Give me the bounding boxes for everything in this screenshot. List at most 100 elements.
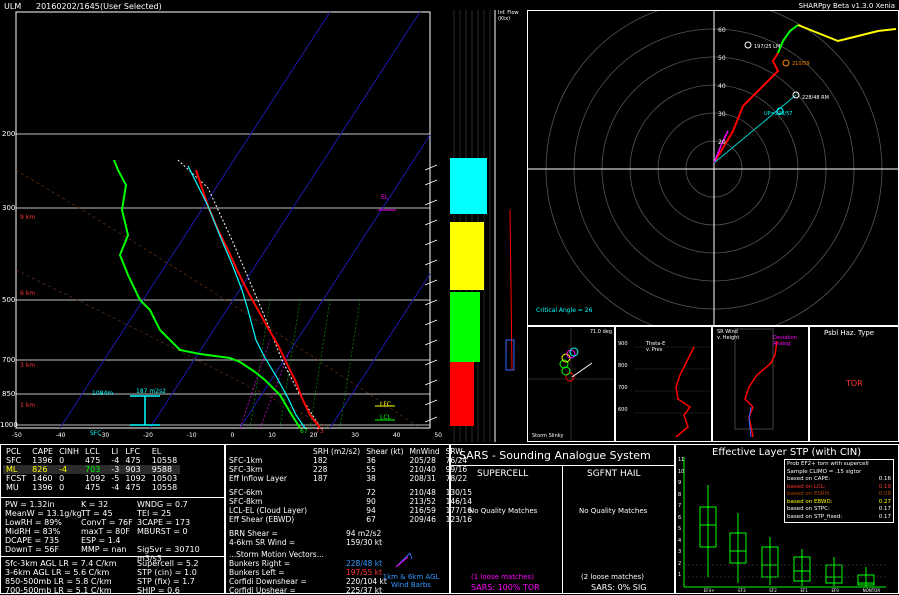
corfidi-down: Corfidi Downshear = <box>229 577 307 586</box>
eff-inflow-label: 1084m <box>92 390 114 397</box>
hodograph-panel[interactable]: 197/25 LM 210/59 228/48 RM UP=228/57 Cri… <box>527 10 899 326</box>
corfidi-down-value: 220/104 kt <box>346 577 387 586</box>
hodo-tick-40: 40 <box>718 83 726 90</box>
supercell-tor: SARS: 100% TOR <box>471 583 540 592</box>
kinematics-table: SRH (m2/s2) Shear (kt) MnWind SRW SFC-1k… <box>226 447 475 524</box>
barbs-legend: 1km & 6km AGL Wind Barbs <box>382 573 440 589</box>
wind-barb-icon <box>395 552 413 568</box>
pres-label-500: 500 <box>2 296 16 304</box>
stp-chart <box>683 457 886 588</box>
parcel-row-ml[interactable]: ML 826 -4 703 -3 903 9588 <box>3 465 181 474</box>
sr-wind-46: 4-6km SR Wind = <box>229 538 296 547</box>
composite-indices: Supercell = 5.2 STP (cin) = 1.0 STP (fix… <box>137 559 199 595</box>
kin-row: Eff Shear (EBWD) 67 209/46 123/16 <box>229 515 472 524</box>
stp-info-box: Prob EF2+ torn with supercell Sample CLI… <box>784 459 894 523</box>
sars-panel: SARS - Sounding Analogue System SUPERCEL… <box>450 444 675 594</box>
hail-sig: SARS: 0% SIG <box>591 583 647 592</box>
height-label-3km: 3 km <box>20 362 36 369</box>
stp-panel: Effective Layer STP (with CIN) <box>675 444 899 594</box>
stp-info-line: based on CAPE: 0.16 <box>787 476 891 482</box>
indices-col-3: WNDG = 0.7 TEI = 25 3CAPE = 173 MBURST =… <box>137 500 200 563</box>
sars-divider-v <box>562 465 563 593</box>
brn-shear: BRN Shear = <box>229 529 278 538</box>
skewt-panel[interactable]: 200 300 500 700 850 1000 9 km 6 km 3 km … <box>0 10 450 442</box>
slinky-canvas <box>528 327 614 441</box>
eff-srh-label: 187 m2s2 <box>136 388 166 395</box>
bunkers-left-value: 197/55 kt <box>346 568 383 577</box>
theta-e-tick-700: 700 <box>618 385 628 391</box>
parcel-divider <box>1 497 224 498</box>
header-site: ULM <box>4 2 21 11</box>
theta-e-tick-600: 600 <box>618 407 628 413</box>
parcel-row-fcst[interactable]: FCST 1460 0 1092 -5 1092 10503 <box>6 474 178 483</box>
stp-xlabels: EF4+ EF3 EF2 EF1 EF0 NONTOR <box>703 588 881 593</box>
hazard-value: TOR <box>846 379 863 388</box>
site-label: ULM <box>4 2 22 11</box>
hodo-up-label: UP=228/57 <box>764 111 793 117</box>
el-label: EL <box>381 194 389 201</box>
sr-wind-trace-blue <box>748 406 752 438</box>
height-label-sfc: SFC <box>90 430 102 437</box>
dewpoint-trace <box>113 159 301 429</box>
critical-angle-label: Critical Angle = 26 <box>536 307 593 314</box>
supercell-msg: No Quality Matches <box>469 507 538 515</box>
up-marker <box>776 107 784 115</box>
corfidi-up-value: 225/37 kt <box>346 586 383 595</box>
stp-title: Effective Layer STP (with CIN) <box>712 447 862 458</box>
temp-tick: 40 <box>392 432 401 439</box>
supercell-title: SUPERCELL <box>477 469 529 479</box>
stp-info-line: based on LCL: 0.19 <box>787 483 891 490</box>
stp-info-line: based on STP_fixed: 0.17 <box>787 513 891 520</box>
hazard-panel[interactable]: Psbl Haz. Type TOR <box>809 326 899 442</box>
pres-label-1000: 1000 <box>0 421 18 429</box>
col-header: PCL <box>6 447 21 456</box>
pres-label-300: 300 <box>2 204 16 212</box>
temp-tick: 50 <box>434 432 442 439</box>
temp-tick: 10 <box>268 432 276 439</box>
stp-info-line: based on ESRH: 0.08 <box>787 491 891 497</box>
lapse-divider <box>1 556 224 557</box>
bunkers-left: Bunkers Left = <box>229 568 285 577</box>
theta-e-panel[interactable]: Theta-E v. Pres 900 800 700 600 <box>615 326 712 442</box>
sr-wind-legend: Deviation Analog <box>773 335 797 347</box>
app-title: SHARPpy Beta v1.3.0 Xenia <box>798 2 895 10</box>
slinky-angle: 71.0 deg <box>589 329 612 335</box>
inflow-title-1: Inf. Flow <box>498 10 519 16</box>
lcl-label: LCL <box>380 414 391 421</box>
storm-slinky-panel[interactable]: 71.0 deg Storm Slinky <box>527 326 615 442</box>
corfidi-up: Corfidi Upshear = <box>229 586 296 595</box>
col-header: LI <box>111 447 119 456</box>
hodo-tick-60: 60 <box>718 27 726 34</box>
parcel-row-mu[interactable]: MU 1396 0 475 -4 475 10558 <box>6 483 178 492</box>
lm-marker <box>744 41 752 49</box>
hodo-rm-label: 228/48 RM <box>802 95 829 101</box>
indices-col-2: K = 32 TT = 45 ConvT = 76F maxT = 80F ES… <box>81 500 133 554</box>
sfc-temp-label: 73 <box>316 428 324 435</box>
temp-tick: -10 <box>186 432 197 439</box>
stp-info-line: Prob EF2+ torn with supercell <box>787 461 869 467</box>
inflow-canvas <box>450 10 515 442</box>
hodo-lm-label: 197/25 LM <box>754 44 781 50</box>
lapse-rates: Sfc-3km AGL LR = 7.4 C/km 3-6km AGL LR =… <box>5 559 117 595</box>
temp-tick: 20 <box>309 432 318 439</box>
sr-wind-canvas <box>734 328 778 438</box>
brn-shear-value: 94 m2/s2 <box>346 529 382 538</box>
col-header: CINH <box>59 447 80 456</box>
temp-tick: -20 <box>143 432 153 439</box>
mean-wind-marker <box>782 59 790 67</box>
kin-row: SFC-8km 90 213/52 146/14 <box>229 497 472 506</box>
sr-wind-panel[interactable]: SR Wind v. Height Deviation Analog <box>712 326 809 442</box>
parcel-row-sfc[interactable]: SFC 1396 0 475 -4 475 10558 <box>6 456 178 465</box>
motion-title: ...Storm Motion Vectors... <box>229 550 324 559</box>
sr-wind-subtitle: v. Height <box>717 335 740 341</box>
hodo-mean-label: 210/59 <box>792 61 810 67</box>
kin-row: SFC-6km 72 210/48 130/15 <box>229 488 472 497</box>
kin-header-row: SRH (m2/s2) Shear (kt) MnWind SRW <box>313 447 463 456</box>
hodograph-canvas <box>528 11 898 325</box>
header-datetime: 20160202/1645 <box>36 2 100 11</box>
pres-label-850: 850 <box>2 390 16 398</box>
kin-row: SFC-1km 182 36 205/28 76/24 <box>229 456 468 465</box>
bunkers-right: Bunkers Right = <box>229 559 291 568</box>
hodo-tick-20: 20 <box>718 139 726 146</box>
hodo-trace-magenta <box>713 130 729 164</box>
